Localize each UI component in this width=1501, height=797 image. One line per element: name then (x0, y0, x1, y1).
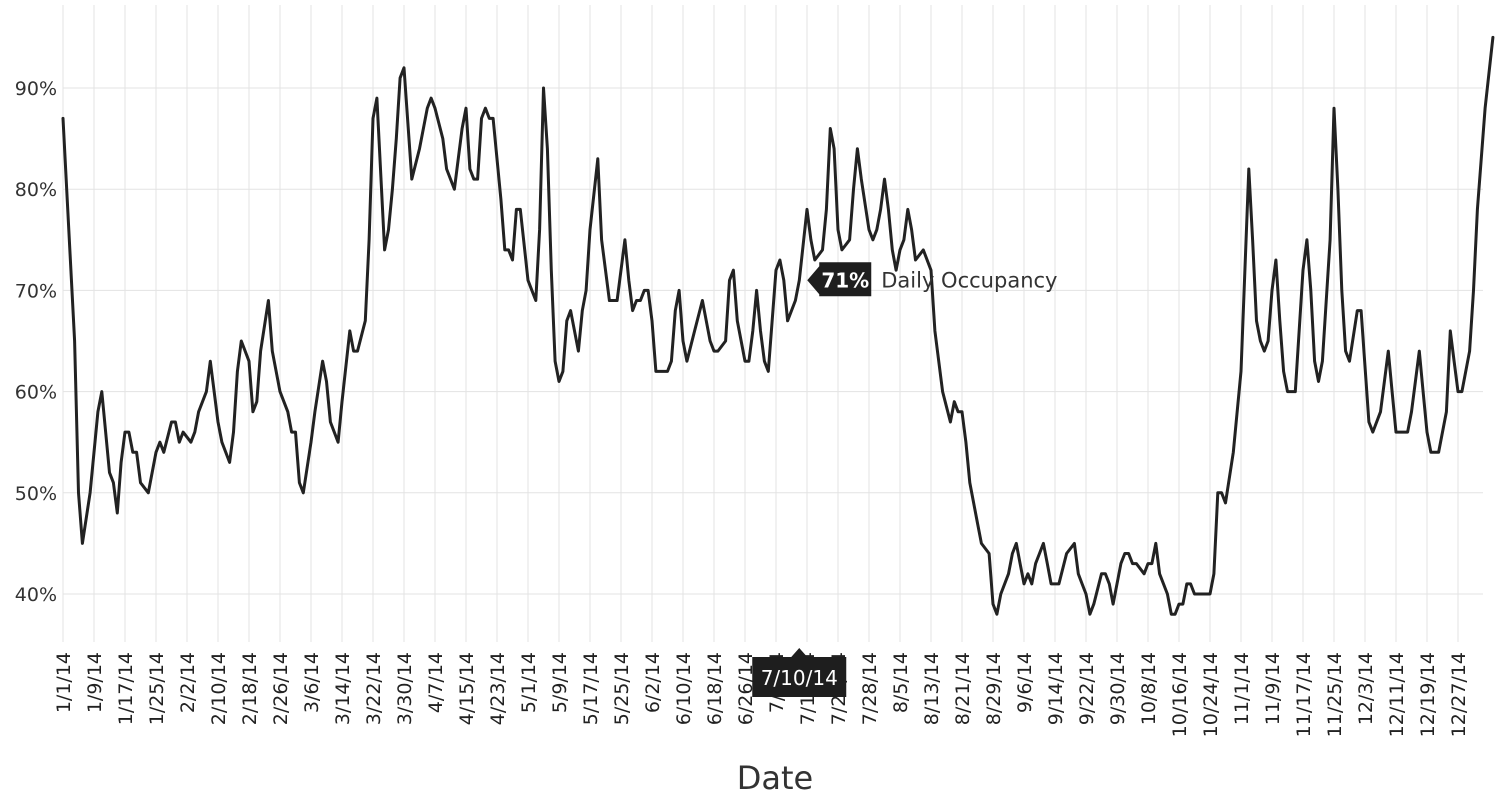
x-tick-label: 6/2/14 (642, 652, 664, 713)
x-tick-label: 4/15/14 (456, 652, 478, 725)
x-tick-label: 1/25/14 (146, 652, 168, 725)
x-tick-label: 12/3/14 (1355, 652, 1377, 725)
x-tick-label: 11/1/14 (1231, 652, 1253, 725)
x-tick-label: 9/14/14 (1045, 652, 1067, 725)
tooltip-series-label: Daily Occupancy (881, 268, 1057, 292)
x-tick-label: 1/1/14 (53, 652, 75, 713)
y-tick-label: 40% (15, 584, 57, 606)
x-tick-label: 5/17/14 (580, 652, 602, 725)
tooltip-date-box (752, 648, 847, 697)
x-tick-label: 8/13/14 (921, 652, 943, 725)
x-tick-label: 2/10/14 (208, 652, 230, 725)
series-line[interactable] (61, 35, 1495, 616)
x-tick-label: 8/29/14 (983, 652, 1005, 725)
x-tick-label: 11/25/14 (1324, 652, 1346, 737)
x-tick-label: 4/23/14 (487, 652, 509, 725)
y-tick-label: 90% (15, 78, 57, 100)
x-tick-label: 5/25/14 (611, 652, 633, 725)
series-lines[interactable] (61, 35, 1495, 616)
x-tick-label: 11/17/14 (1293, 652, 1315, 737)
x-axis-ticks: 1/1/14 1/9/14 1/17/14 1/25/14 2/2/14 2/10/14 2… (53, 652, 1470, 737)
x-tick-label: 3/14/14 (332, 652, 354, 725)
x-tick-label: 8/5/14 (890, 652, 912, 713)
x-tick-label: 12/27/14 (1448, 652, 1470, 737)
tooltip-value: 71% (821, 268, 869, 292)
y-tick-label: 80% (15, 179, 57, 201)
x-tick-label: 3/22/14 (363, 652, 385, 725)
x-tick-label: 10/8/14 (1138, 652, 1160, 725)
x-tick-label: 1/17/14 (115, 652, 137, 725)
x-tick-label: 3/6/14 (301, 652, 323, 713)
x-tick-label: 2/26/14 (270, 652, 292, 725)
x-tick-label: 10/16/14 (1169, 652, 1191, 737)
y-tick-label: 70% (15, 280, 57, 302)
y-axis-ticks: 40% 50% 60% 70% 80% 90% (15, 78, 57, 606)
x-tick-label: 2/2/14 (177, 652, 199, 713)
x-tick-label: 11/9/14 (1262, 652, 1284, 725)
y-tick-label: 50% (15, 483, 57, 505)
y-tick-label: 60% (15, 382, 57, 404)
x-tick-label: 6/10/14 (673, 652, 695, 725)
x-tick-label: 9/30/14 (1107, 652, 1129, 725)
x-tick-label: 12/11/14 (1386, 652, 1408, 737)
x-tick-label: 2/18/14 (239, 652, 261, 725)
tooltip-date: 7/10/14 (761, 666, 838, 690)
x-tick-label: 9/22/14 (1076, 652, 1098, 725)
hover-tooltip: 71% Daily Occupancy 7/10/14 (752, 262, 1057, 697)
x-tick-label: 5/9/14 (549, 652, 571, 713)
x-tick-label: 7/28/14 (859, 652, 881, 725)
x-tick-label: 3/30/14 (394, 652, 416, 725)
x-tick-label: 8/21/14 (952, 652, 974, 725)
x-tick-label: 5/1/14 (518, 652, 540, 713)
tooltip-value-box (807, 262, 872, 297)
x-axis-title: Date (737, 759, 813, 797)
x-tick-label: 10/24/14 (1200, 652, 1222, 737)
x-tick-label: 1/9/14 (84, 652, 106, 713)
x-tick-label: 6/26/14 (735, 652, 757, 725)
grid-lines (62, 5, 1483, 642)
x-tick-label: 6/18/14 (704, 652, 726, 725)
x-tick-label: 4/7/14 (425, 652, 447, 713)
x-tick-label: 9/6/14 (1014, 652, 1036, 713)
x-tick-label: 12/19/14 (1417, 652, 1439, 737)
